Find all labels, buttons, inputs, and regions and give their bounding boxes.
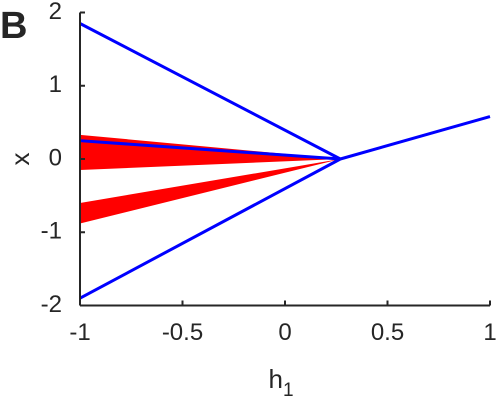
plot-area: -1 -0.5 0 0.5 1 -2 -1 0 1 2 (41, 0, 497, 346)
x-tick-label: -0.5 (162, 319, 203, 346)
y-tick-label: 1 (49, 71, 62, 98)
x-label-subscript: 1 (283, 380, 294, 401)
band-area (80, 134, 341, 170)
band-area (80, 159, 341, 224)
x-axis-label: h1 (268, 364, 293, 401)
panel-label: B (0, 5, 27, 47)
line (339, 115, 491, 161)
x-label-main: h (268, 364, 282, 394)
y-tick-label: -1 (41, 218, 62, 245)
x-tick-label: 0.5 (371, 319, 404, 346)
y-tick-label: -2 (41, 291, 62, 318)
x-tick-label: 1 (483, 319, 496, 346)
line (79, 22, 342, 161)
y-tick-label: 2 (49, 0, 62, 25)
x-tick-label: -1 (69, 319, 90, 346)
y-axis-label: x (5, 153, 35, 166)
y-tick-label: 0 (49, 144, 62, 171)
x-tick-label: 0 (278, 319, 291, 346)
line (79, 139, 341, 161)
line (79, 157, 342, 300)
